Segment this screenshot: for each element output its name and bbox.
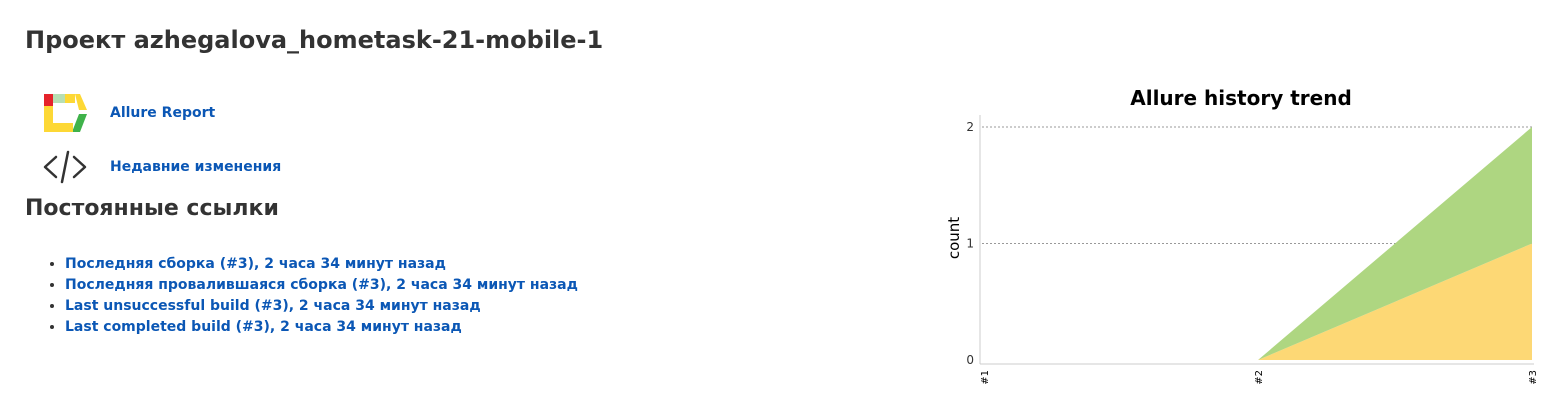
y-tick-label: 1 bbox=[966, 237, 974, 251]
permalink-last-unsuccessful-build[interactable]: Last unsuccessful build (#3), 2 часа 34 … bbox=[65, 298, 481, 314]
recent-changes-link[interactable]: Недавние изменения bbox=[110, 159, 282, 175]
list-item: Last completed build (#3), 2 часа 34 мин… bbox=[65, 317, 578, 338]
list-item: Последняя провалившаяся сборка (#3), 2 ч… bbox=[65, 275, 578, 296]
chart-axes: 0 1 2 #1 #2 #3 bbox=[966, 115, 1539, 385]
permalinks-list: Последняя сборка (#3), 2 часа 34 минут н… bbox=[25, 254, 578, 338]
x-tick-label: #1 bbox=[980, 370, 991, 385]
allure-logo-icon[interactable] bbox=[42, 92, 90, 134]
code-icon[interactable] bbox=[42, 146, 90, 188]
chart-areas bbox=[984, 127, 1532, 360]
area-series-1[interactable] bbox=[984, 243, 1532, 361]
area-series-2[interactable] bbox=[984, 127, 1532, 360]
allure-history-trend-chart[interactable]: Allure history trend 0 1 2 #1 #2 #3 count bbox=[930, 80, 1542, 400]
permalink-last-completed-build[interactable]: Last completed build (#3), 2 часа 34 мин… bbox=[65, 319, 462, 335]
page-title: Проект azhegalova_hometask-21-mobile-1 bbox=[25, 26, 604, 54]
permalinks-heading: Постоянные ссылки bbox=[25, 196, 279, 221]
x-tick-label: #2 bbox=[1254, 370, 1265, 385]
y-tick-label: 0 bbox=[966, 353, 974, 367]
y-axis-label: count bbox=[945, 217, 963, 259]
task-recent-changes[interactable]: Недавние изменения bbox=[42, 146, 281, 188]
chart-title: Allure history trend bbox=[1130, 86, 1352, 110]
list-item: Last unsuccessful build (#3), 2 часа 34 … bbox=[65, 296, 578, 317]
permalink-last-failed-build[interactable]: Последняя провалившаяся сборка (#3), 2 ч… bbox=[65, 277, 578, 293]
list-item: Последняя сборка (#3), 2 часа 34 минут н… bbox=[65, 254, 578, 275]
allure-report-link[interactable]: Allure Report bbox=[110, 105, 216, 121]
task-allure-report[interactable]: Allure Report bbox=[42, 92, 215, 134]
y-tick-label: 2 bbox=[966, 120, 974, 134]
x-tick-label: #3 bbox=[1528, 370, 1539, 385]
permalink-last-build[interactable]: Последняя сборка (#3), 2 часа 34 минут н… bbox=[65, 256, 446, 272]
